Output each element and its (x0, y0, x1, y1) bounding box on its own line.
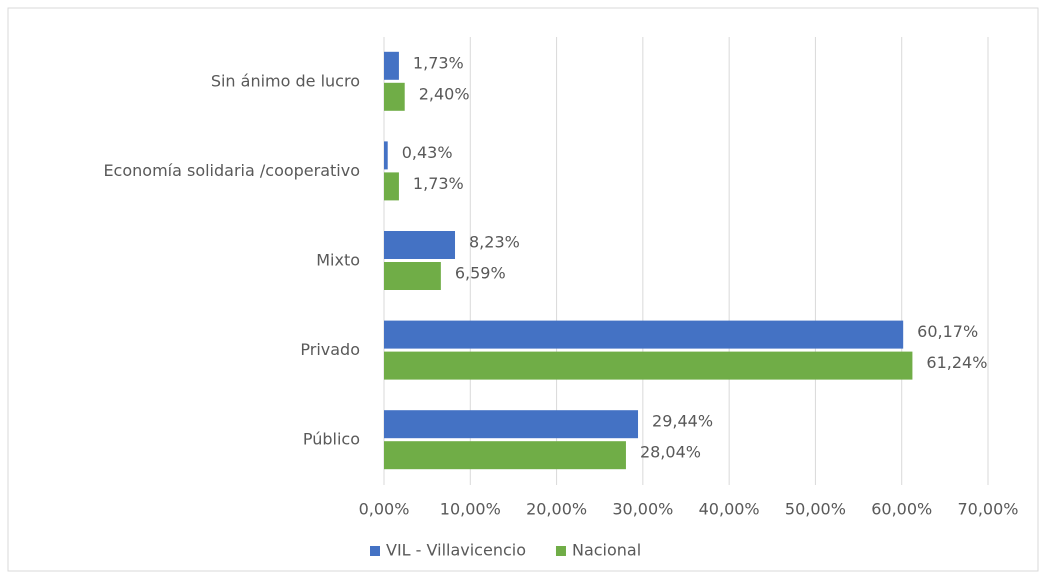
data-label: 6,59% (455, 264, 506, 283)
bar (384, 82, 405, 111)
x-tick-label: 30,00% (612, 500, 673, 519)
legend-label: Nacional (572, 541, 641, 560)
data-label: 60,17% (917, 322, 978, 341)
bar (384, 262, 441, 290)
bar (384, 172, 399, 201)
data-label: 0,43% (402, 143, 453, 162)
data-label: 2,40% (419, 84, 470, 103)
x-tick-label: 10,00% (440, 500, 501, 519)
data-label: 1,73% (413, 174, 464, 193)
data-label: 1,73% (413, 53, 464, 72)
chart-frame (7, 7, 1039, 572)
legend-swatch (370, 546, 380, 556)
bar (384, 441, 626, 470)
y-tick-label: Público (303, 430, 360, 449)
y-tick-label: Sin ánimo de lucro (211, 71, 360, 90)
data-label: 29,44% (652, 412, 713, 431)
x-tick-label: 20,00% (526, 500, 587, 519)
bar (384, 410, 639, 439)
x-tick-label: 0,00% (359, 500, 410, 519)
legend-swatch (555, 546, 566, 556)
bar (384, 320, 904, 349)
x-tick-label: 60,00% (871, 500, 932, 519)
bar (384, 51, 399, 80)
x-tick-label: 40,00% (699, 500, 760, 519)
bar (384, 351, 913, 380)
bar (384, 141, 388, 170)
x-tick-label: 70,00% (957, 500, 1018, 519)
data-label: 28,04% (640, 443, 701, 462)
x-tick-label: 50,00% (785, 500, 846, 519)
data-label: 8,23% (469, 233, 520, 252)
y-tick-label: Privado (300, 340, 360, 359)
bar (384, 231, 456, 259)
y-tick-label: Mixto (316, 251, 360, 270)
y-tick-label: Economía solidaria /cooperativo (103, 161, 360, 180)
legend-label: VIL - Villavicencio (386, 541, 526, 560)
data-label: 61,24% (926, 353, 987, 372)
